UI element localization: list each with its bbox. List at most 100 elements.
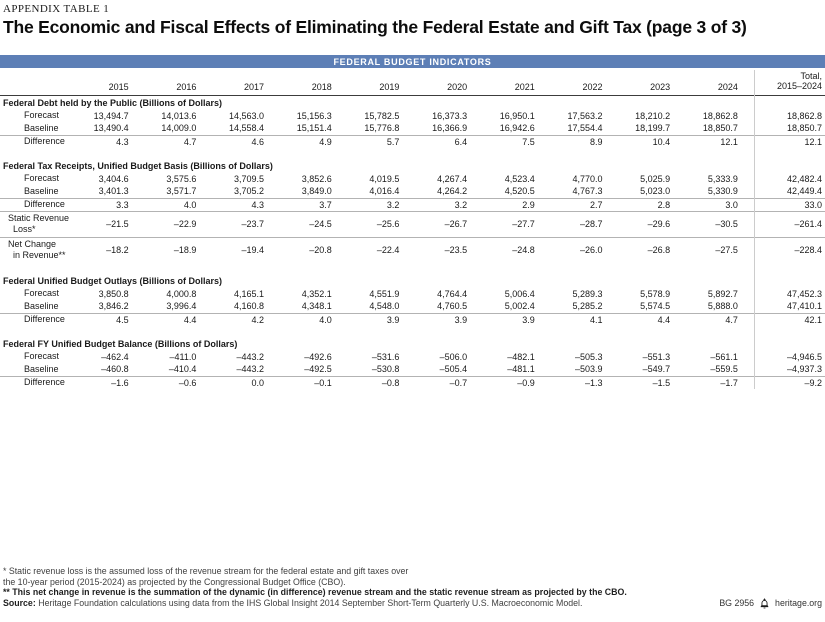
cell-value: 0.0 [198,375,267,389]
cell-value: –1.6 [63,375,131,389]
row-total: –228.4 [754,236,825,263]
year-header: 2022 [582,81,603,92]
row-spacer-cell [740,300,755,313]
cell-value: –492.5 [304,364,332,375]
cell-value: 4,160.8 [234,301,265,312]
cell-value: –26.8 [604,236,673,263]
footnotes: * Static revenue loss is the assumed los… [3,566,822,609]
year-header: 2023 [650,81,671,92]
cell-value: 7.5 [469,134,537,148]
cell-value: 13,494.7 [93,110,129,121]
cell-value: 3,404.6 [98,173,129,184]
cell-value: –443.2 [236,364,265,375]
row-total: –261.4 [754,210,825,237]
section-spacer [0,326,825,336]
cell-value: –531.6 [371,351,400,362]
cell-value: 8.9 [536,134,605,148]
cell-value: 3,571.7 [166,186,197,197]
cell-value: 5,006.4 [504,288,535,299]
row-spacer-cell [739,375,755,389]
cell-value: 6.4 [401,134,470,148]
cell-value: –0.6 [130,375,199,389]
cell-value: 5,023.0 [640,186,671,197]
table-row: Baseline –460.8 –410.4 –443.2 –492.5 –530.8 –5… [0,363,825,376]
source-text: Heritage Foundation calculations using d… [38,598,583,609]
row-spacer-cell [739,210,755,237]
cell-value: 15,782.5 [364,110,400,121]
cell-value: 5,285.2 [572,301,603,312]
section-header-total-cell [754,94,825,109]
cell-value: 4.9 [266,134,334,148]
row-label: Static Revenue Loss* [0,210,69,237]
cell-value: –28.7 [536,210,605,237]
cell-value: 3.7 [266,197,334,211]
cell-value: –410.4 [168,364,197,375]
table-row: Forecast 13,494.7 14,013.6 14,563.0 15,156.3… [0,109,825,122]
cell-value: 4.0 [130,197,199,211]
cell-value: 14,013.6 [161,110,197,121]
site-link[interactable]: heritage.org [775,597,822,608]
section-spacer [0,148,825,158]
row-total: –4,937.3 [754,363,825,376]
spacer-total-cell [754,263,825,273]
cell-value: 18,850.7 [702,123,738,134]
row-total: 42.1 [754,312,825,326]
spacer-total-cell [754,148,825,158]
year-header: 2019 [379,81,400,92]
cell-value: 18,199.7 [635,123,671,134]
row-label: Forecast [24,288,60,298]
cell-value: 3.9 [401,312,470,326]
cell-value: –23.7 [198,210,267,237]
year-header-row: 2015 2016 2017 2018 2019 2020 2021 2022 … [0,70,825,95]
cell-value: 4,000.8 [166,288,197,299]
cell-value: –0.9 [469,375,537,389]
row-spacer-cell [740,350,755,363]
cell-value: –1.5 [604,375,673,389]
spacer-cell [0,326,755,336]
cell-value: 3.9 [333,312,402,326]
cell-value: –559.5 [710,364,738,375]
cell-value: –21.5 [63,210,131,237]
table-row: Difference –1.6 –0.6 0.0 –0.1 –0.8 –0.7 –0.9 –1.… [0,375,825,389]
cell-value: –24.8 [469,236,537,263]
cell-value: –24.5 [266,210,334,237]
row-total: 33.0 [754,197,825,211]
label-column-header [0,70,63,95]
row-total: 47,410.1 [754,300,825,313]
cell-value: 3,846.2 [98,301,129,312]
section-header-row: Federal FY Unified Budget Balance (Billi… [0,336,825,350]
cell-value: –25.6 [333,210,402,237]
section-header-row: Federal Debt held by the Public (Billion… [0,94,825,109]
cell-value: 15,151.4 [296,123,332,134]
table-row: Difference 3.3 4.0 4.3 3.7 3.2 3.2 2.9 2.7 2.8 3.0… [0,197,825,211]
cell-value: 16,942.6 [499,123,535,134]
cell-value: 14,563.0 [229,110,265,121]
page-title: The Economic and Fiscal Effects of Elimi… [3,17,747,37]
footnote-net-change: ** This net change in revenue is the sum… [3,587,627,598]
cell-value: 3.2 [333,197,402,211]
row-spacer-cell [739,312,755,326]
row-total: –9.2 [754,375,825,389]
cell-value: 4.6 [198,134,267,148]
row-spacer-cell [739,134,755,148]
cell-value: –0.7 [401,375,470,389]
cell-value: 3.9 [469,312,537,326]
footnote-static-revenue-line2: the 10-year period (2015-2024) as projec… [3,576,346,587]
cell-value: –27.7 [469,210,537,237]
row-total: 12.1 [754,134,825,148]
cell-value: –530.8 [371,364,400,375]
year-header: 2017 [244,81,265,92]
table-row: Forecast –462.4 –411.0 –443.2 –492.6 –531.6 –5… [0,350,825,363]
table-row: Forecast 3,404.6 3,575.6 3,709.5 3,852.6 4,01… [0,172,825,185]
header-spacer-cell [740,70,755,95]
spacer-cell [0,263,755,273]
cell-value: 4,767.3 [572,186,603,197]
row-spacer-cell [740,287,755,300]
spacer-total-cell [754,326,825,336]
row-label: Forecast [24,173,60,183]
row-spacer-cell [739,197,755,211]
section-header-total-cell [754,273,825,287]
band: FEDERAL BUDGET INDICATORS [0,55,825,68]
table-row: Difference 4.3 4.7 4.6 4.9 5.7 6.4 7.5 8.9 10.4 12… [0,134,825,148]
cell-value: 3.0 [672,197,740,211]
